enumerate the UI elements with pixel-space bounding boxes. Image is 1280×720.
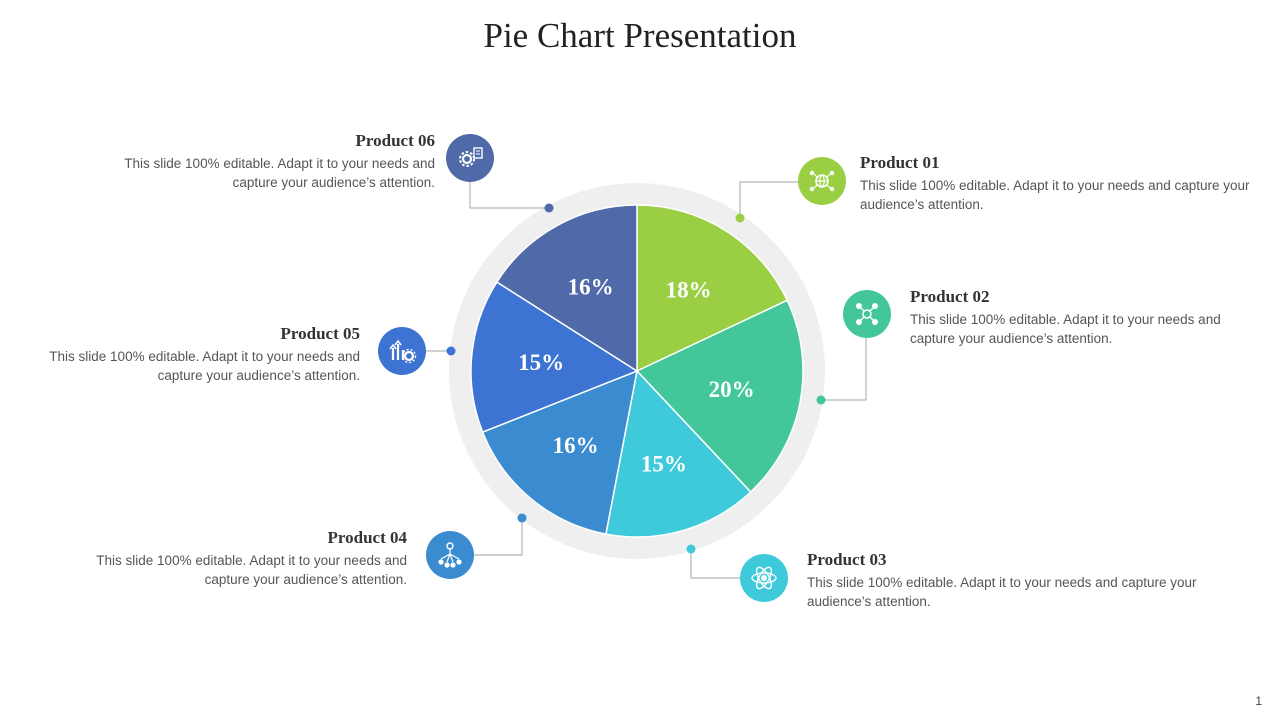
product-05-icon-circle bbox=[378, 327, 426, 375]
product-05-description: This slide 100% editable. Adapt it to yo… bbox=[49, 349, 360, 383]
pie-slice-label-5: 15% bbox=[518, 350, 564, 375]
pie-slice-label-4: 16% bbox=[553, 433, 599, 458]
product-01-icon-circle bbox=[798, 157, 846, 205]
pie-slice-label-6: 16% bbox=[568, 275, 614, 300]
product-06-block: Product 06 This slide 100% editable. Ada… bbox=[85, 131, 435, 192]
product-04-description: This slide 100% editable. Adapt it to yo… bbox=[96, 553, 407, 587]
connector-dot-1 bbox=[735, 213, 745, 223]
product-06-icon-circle bbox=[446, 134, 494, 182]
product-05-title: Product 05 bbox=[280, 324, 361, 343]
pie-slice-6 bbox=[495, 204, 638, 373]
pie-slice-3 bbox=[605, 369, 752, 538]
network-globe-icon bbox=[809, 170, 835, 192]
pie-slice-5 bbox=[470, 281, 639, 434]
connector-dot-3 bbox=[686, 544, 696, 554]
product-02-block: Product 02 This slide 100% editable. Ada… bbox=[910, 287, 1255, 348]
connector-dot-2 bbox=[816, 395, 826, 405]
connector-lines bbox=[426, 181, 867, 579]
product-02-icon-circle bbox=[843, 290, 891, 338]
connector-line-4 bbox=[474, 518, 523, 556]
pie-slice-label-2: 20% bbox=[709, 377, 755, 402]
product-01-description: This slide 100% editable. Adapt it to yo… bbox=[860, 178, 1250, 212]
org-hierarchy-icon bbox=[438, 542, 462, 568]
pie-slice-2 bbox=[635, 299, 804, 494]
product-04-title: Product 04 bbox=[327, 528, 408, 547]
product-06-description: This slide 100% editable. Adapt it to yo… bbox=[124, 156, 435, 190]
pie-slice-1 bbox=[636, 204, 789, 373]
product-02-title: Product 02 bbox=[910, 287, 990, 306]
atom-icon bbox=[751, 566, 777, 590]
connector-line-3 bbox=[690, 549, 740, 579]
slide-title: Pie Chart Presentation bbox=[483, 16, 797, 55]
product-03-description: This slide 100% editable. Adapt it to yo… bbox=[807, 575, 1197, 609]
connector-line-6 bbox=[469, 182, 549, 209]
product-04-icon-circle bbox=[426, 531, 474, 579]
connector-line-2 bbox=[821, 338, 867, 401]
product-05-block: Product 05 This slide 100% editable. Ada… bbox=[40, 324, 360, 385]
product-06-title: Product 06 bbox=[355, 131, 436, 150]
connector-dot-4 bbox=[517, 513, 527, 523]
connector-line-1 bbox=[739, 181, 798, 218]
connector-dot-6 bbox=[544, 203, 554, 213]
product-02-description: This slide 100% editable. Adapt it to yo… bbox=[910, 312, 1221, 346]
gear-document-icon bbox=[459, 147, 483, 167]
pie-slice-label-1: 18% bbox=[666, 278, 712, 303]
product-03-title: Product 03 bbox=[807, 550, 887, 569]
pie-labels: 18% 20% 15% 16% 15% 16% bbox=[518, 275, 754, 477]
product-04-block: Product 04 This slide 100% editable. Ada… bbox=[60, 528, 407, 589]
growth-gear-icon bbox=[389, 339, 417, 364]
pie-slices bbox=[470, 204, 804, 538]
connector-dot-5 bbox=[446, 346, 456, 356]
product-03-block: Product 03 This slide 100% editable. Ada… bbox=[807, 550, 1247, 611]
page-number: 1 bbox=[1255, 694, 1262, 708]
team-network-icon bbox=[856, 303, 878, 325]
product-01-title: Product 01 bbox=[860, 153, 940, 172]
product-03-icon-circle bbox=[740, 554, 788, 602]
pie-slice-4 bbox=[481, 369, 638, 535]
product-01-block: Product 01 This slide 100% editable. Ada… bbox=[860, 153, 1260, 214]
pie-slice-label-3: 15% bbox=[641, 451, 687, 476]
